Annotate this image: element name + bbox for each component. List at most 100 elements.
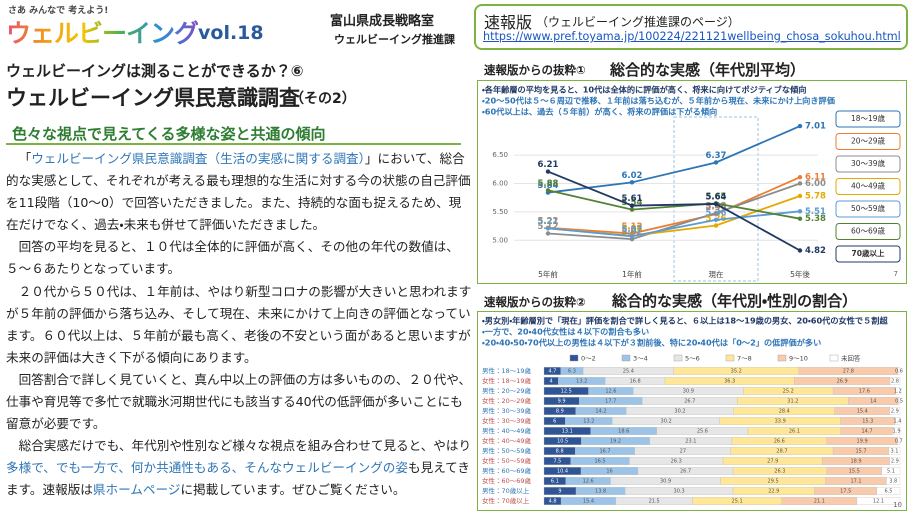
row-label: 男性：50～59歳	[482, 446, 532, 455]
data-label: 17.5	[840, 489, 851, 495]
data-label: 18.6	[618, 429, 629, 435]
point	[797, 209, 803, 214]
legend-box	[835, 110, 901, 128]
line	[547, 125, 801, 194]
data-label: 5.48	[706, 202, 727, 212]
highlight: 多様で、でも一方で、何か共通性もある、そんなウェルビーイングの姿	[6, 460, 408, 476]
article-body: 「ウェルビーイング県民意識調査（生活の実感に関する調査）」において、総合的な実感…	[6, 148, 472, 502]
data-label: 30.9	[683, 389, 694, 395]
chart-subtitle: 速報版からの抜粋①	[484, 63, 586, 77]
y-tick-label: 6.00	[492, 179, 508, 187]
data-label: 15.4	[583, 499, 594, 505]
row-label: 男性：30～39歳	[482, 406, 532, 415]
point	[545, 231, 551, 236]
data-label: 13.8	[595, 489, 606, 495]
chart-title: 総合的な実感（年代別平均）	[610, 61, 806, 79]
data-label: 19.2	[610, 439, 621, 445]
text: に掲載しています。ぜひご覧ください。	[180, 482, 406, 498]
data-label: 30.9	[660, 479, 671, 485]
data-label: 14.2	[595, 409, 606, 415]
data-label: 13.2	[576, 379, 587, 385]
data-label: 12.1	[873, 499, 884, 505]
data-label: 8.8	[556, 449, 564, 455]
data-label: 5.1	[887, 469, 895, 475]
legend-box	[835, 200, 901, 218]
data-label: 3.1	[891, 449, 899, 455]
bar-segment	[886, 477, 901, 485]
point	[545, 169, 551, 174]
data-label: 5.64	[706, 192, 727, 202]
paragraph: 回答割合で詳しく見ていくと、真ん中以上の評価の方は多いものの、２０代や、仕事や育…	[6, 369, 472, 435]
data-label: 12.6	[583, 479, 594, 485]
x-tick-label: 現在	[709, 269, 724, 279]
data-label: 28.4	[779, 409, 790, 415]
data-label: 25.1	[732, 499, 743, 505]
legend-box	[835, 155, 901, 173]
point	[713, 217, 719, 223]
data-label: 5.08	[622, 224, 643, 234]
legend-box	[835, 178, 901, 195]
text: ２０代から５０代は、１年前は、やはり新型コロナの影響が大きいと思われますが５年前…	[6, 283, 472, 365]
data-label: 6.11	[805, 173, 826, 183]
box-title: 速報版	[484, 13, 533, 32]
line	[547, 210, 801, 238]
row-label: 女性：18～19歳	[482, 376, 532, 385]
data-label: 5.02	[622, 228, 643, 238]
url-link[interactable]: https://www.pref.toyama.jp/100224/221121…	[483, 30, 901, 43]
data-label: 2.8	[891, 379, 899, 385]
data-label: 6.37	[706, 151, 727, 161]
row-label: 男性：18～19歳	[482, 366, 532, 375]
data-label: 14.7	[861, 429, 872, 435]
data-label: 27.9	[767, 459, 778, 465]
legend-label: 50～59歳	[851, 203, 886, 213]
data-label: 5.88	[538, 179, 559, 189]
chart-note: ・各年齢層の平均を見ると、10代は全体的に評価が高く、将来に向けてポジティブな傾…	[482, 85, 806, 95]
data-label: 5.21	[538, 217, 559, 227]
data-label: 26.6	[774, 439, 785, 445]
data-label: 7.5	[553, 459, 561, 465]
data-label: 5.61	[622, 194, 643, 204]
point	[713, 223, 719, 228]
data-label: 17.7	[605, 399, 616, 405]
bar-segment	[895, 387, 901, 395]
legend-swatch	[829, 354, 839, 362]
data-label: 10.5	[557, 439, 568, 445]
legend-label: 7～8	[737, 355, 752, 363]
data-label: 12.5	[561, 389, 572, 395]
data-label: 26.7	[684, 399, 695, 405]
data-label: 6.5	[884, 489, 892, 495]
chart-note: ・20・40・50・70代以上の男性は４以下が３割前後、特に20・40代は「0〜…	[482, 338, 821, 348]
data-label: 33.9	[775, 419, 786, 425]
legend-label: 40～49歳	[851, 181, 886, 191]
data-label: 23.1	[685, 439, 696, 445]
legend-swatch	[725, 354, 735, 362]
bar-segment	[876, 487, 901, 495]
chart-title: 総合的な実感（年代別・性別の割合）	[612, 292, 858, 310]
page-number: 10	[893, 501, 902, 509]
data-label: 12.6	[605, 389, 616, 395]
legend-swatch	[777, 354, 787, 362]
line	[547, 189, 801, 220]
data-label: 4.82	[805, 246, 826, 256]
legend-label: 20～29歳	[851, 136, 886, 146]
data-label: 16	[606, 469, 612, 475]
data-label: 13.2	[583, 419, 594, 425]
data-label: 30.2	[674, 409, 685, 415]
y-tick-label: 5.50	[492, 208, 508, 216]
data-label: 15.5	[849, 469, 860, 475]
point	[797, 175, 803, 180]
legend-swatch	[621, 354, 631, 362]
data-label: 27.8	[843, 369, 854, 375]
legend-label: 70歳以上	[852, 248, 885, 258]
data-label: 18.9	[850, 459, 861, 465]
line	[547, 176, 801, 235]
data-label: 16.8	[630, 379, 641, 385]
data-label: 0.6	[895, 369, 903, 375]
data-label: 35.2	[731, 369, 742, 375]
line	[547, 170, 801, 252]
data-label: 26.9	[837, 379, 848, 385]
data-label: 5.38	[805, 214, 826, 224]
chart-note: ・60代以上は、過去（５年前）が高く、将来の評価は下がる傾向	[482, 107, 717, 117]
paragraph: 回答の平均を見ると、１０代は全体的に評価が高く、その他の年代の数値は、５〜６あた…	[6, 236, 472, 280]
